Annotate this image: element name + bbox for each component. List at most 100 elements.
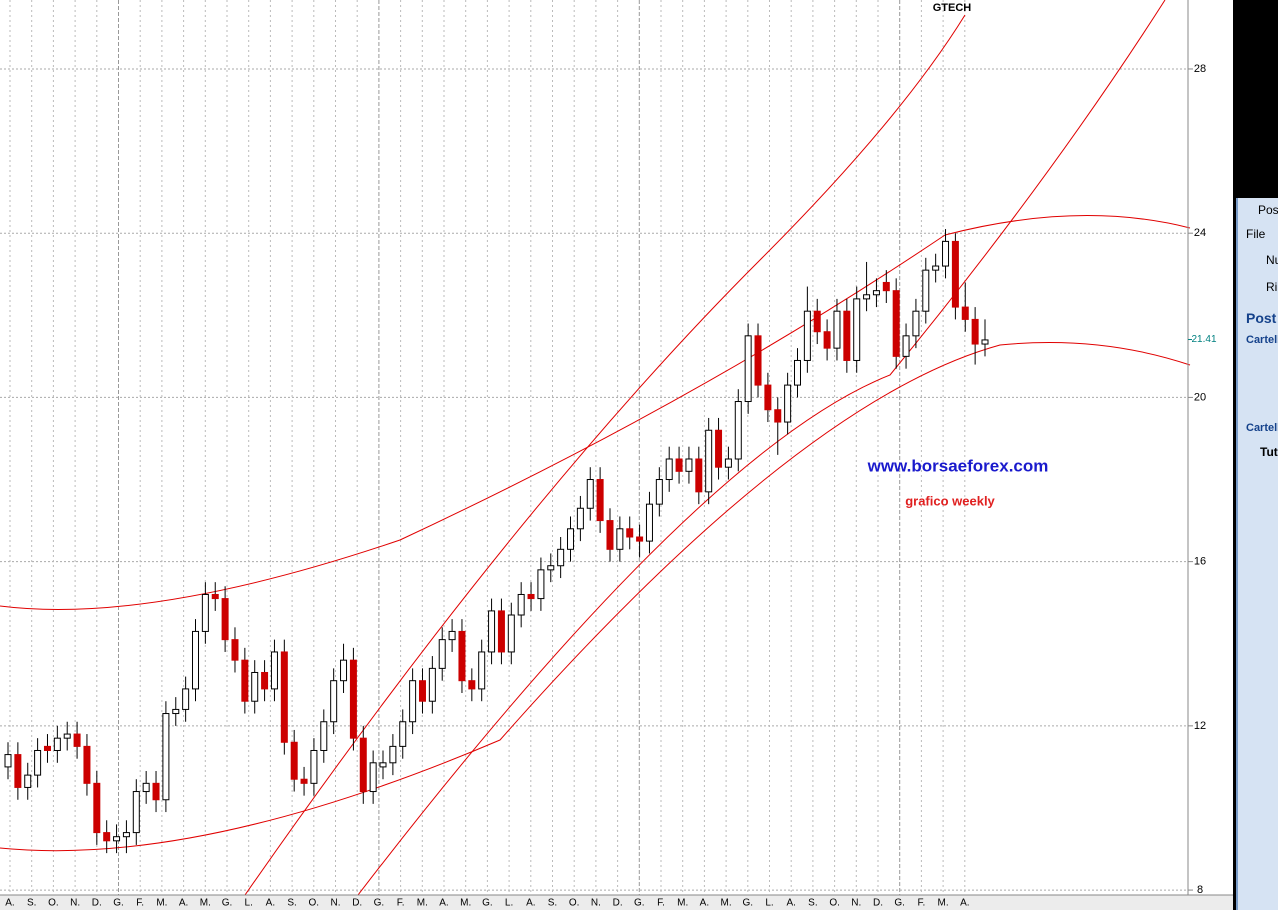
candle-body: [724, 458, 732, 468]
candle-body: [142, 782, 150, 793]
candle-body: [330, 680, 338, 723]
toolbar-button[interactable]: Ri: [1266, 280, 1278, 294]
candle-body: [715, 429, 723, 468]
x-tick-label: D.: [92, 898, 102, 909]
x-tick-label: L.: [765, 898, 773, 909]
candle-body: [369, 762, 377, 793]
annotation: grafico weekly: [905, 493, 995, 508]
candle-body: [616, 528, 624, 550]
candle-body: [951, 240, 959, 308]
x-tick-label: A.: [700, 898, 709, 909]
candle-body: [833, 310, 841, 349]
candle-body: [73, 733, 81, 747]
x-tick-label: M.: [156, 898, 167, 909]
candle-body: [409, 680, 417, 723]
y-tick-label: 20: [1194, 391, 1206, 403]
candle-body: [211, 593, 219, 600]
toolbar-button[interactable]: Nu: [1266, 253, 1278, 267]
x-tick-label: N.: [851, 898, 861, 909]
candle-body: [192, 630, 200, 690]
x-tick-label: M.: [417, 898, 428, 909]
pane-title: Post: [1246, 310, 1277, 326]
candle-body: [497, 610, 505, 653]
candle-body: [162, 713, 170, 801]
candle-body: [813, 310, 821, 333]
x-tick-label: S.: [287, 898, 296, 909]
candle-body: [754, 335, 762, 386]
candle-body: [300, 778, 308, 784]
candle-body: [310, 749, 318, 784]
x-tick-label: S.: [808, 898, 817, 909]
candle-body: [83, 745, 91, 784]
x-tick-label: D.: [352, 898, 362, 909]
candle-body: [231, 639, 239, 661]
side-window: Post File Nu Ri Post Cartell Cartell Tut: [1236, 198, 1278, 910]
x-tick-label: G.: [374, 898, 385, 909]
candle-body: [863, 294, 871, 300]
candle-body: [576, 507, 584, 530]
x-tick-label: L.: [245, 898, 253, 909]
x-tick-label: G.: [222, 898, 233, 909]
x-tick-label: N.: [591, 898, 601, 909]
window-title: Post: [1258, 203, 1278, 217]
candle-body: [340, 659, 348, 682]
candles: [4, 229, 989, 854]
candle-body: [744, 335, 752, 403]
x-tick-label: S.: [27, 898, 36, 909]
chart-background: [0, 0, 1233, 910]
candle-body: [182, 688, 190, 710]
candle-body: [823, 331, 831, 349]
overlay-curves: [0, 0, 1191, 896]
candle-body: [290, 741, 298, 780]
y-tick-label: 24: [1194, 227, 1206, 239]
x-tick-label: M.: [938, 898, 949, 909]
candle-body: [448, 630, 456, 641]
candle-body: [113, 836, 121, 842]
x-tick-label: A.: [786, 898, 795, 909]
x-tick-label: M.: [200, 898, 211, 909]
x-tick-label: O.: [569, 898, 580, 909]
watermark: www.borsaeforex.com: [867, 456, 1049, 475]
candle-body: [458, 630, 466, 682]
candle-body: [152, 782, 160, 801]
candle-body: [14, 754, 22, 788]
trend-arc: [0, 215, 1191, 610]
x-tick-label: A.: [526, 898, 535, 909]
section-header: Cartell: [1246, 334, 1278, 346]
x-tick-label: G.: [113, 898, 124, 909]
candle-body: [201, 593, 209, 632]
candle-body: [932, 265, 940, 271]
x-tick-label: O.: [829, 898, 840, 909]
candle-body: [4, 754, 12, 768]
menu-item[interactable]: File: [1246, 227, 1266, 241]
candle-body: [221, 598, 229, 641]
candle-body: [103, 832, 111, 842]
candle-body: [389, 745, 397, 764]
candle-body: [517, 593, 525, 616]
candle-body: [981, 339, 989, 345]
candle-body: [547, 565, 555, 571]
x-tick-label: D.: [873, 898, 883, 909]
candle-body: [438, 639, 446, 669]
candle-body: [132, 791, 140, 834]
candle-body: [803, 310, 811, 361]
x-tick-label: O.: [48, 898, 59, 909]
candle-body: [892, 290, 900, 357]
candle-body: [24, 774, 32, 788]
candle-body: [270, 651, 278, 690]
candle-body: [853, 298, 861, 361]
candle-body: [793, 359, 801, 386]
candle-body: [251, 671, 259, 702]
folder-item[interactable]: Tut: [1260, 445, 1278, 459]
candle-body: [675, 458, 683, 472]
candle-body: [537, 569, 545, 600]
candle-body: [488, 610, 496, 653]
x-tick-label: G.: [634, 898, 645, 909]
candle-body: [774, 409, 782, 423]
x-tick-label: A.: [960, 898, 969, 909]
candle-body: [961, 306, 969, 320]
candle-body: [418, 680, 426, 702]
candle-body: [645, 503, 653, 542]
x-tick-label: F.: [918, 898, 926, 909]
